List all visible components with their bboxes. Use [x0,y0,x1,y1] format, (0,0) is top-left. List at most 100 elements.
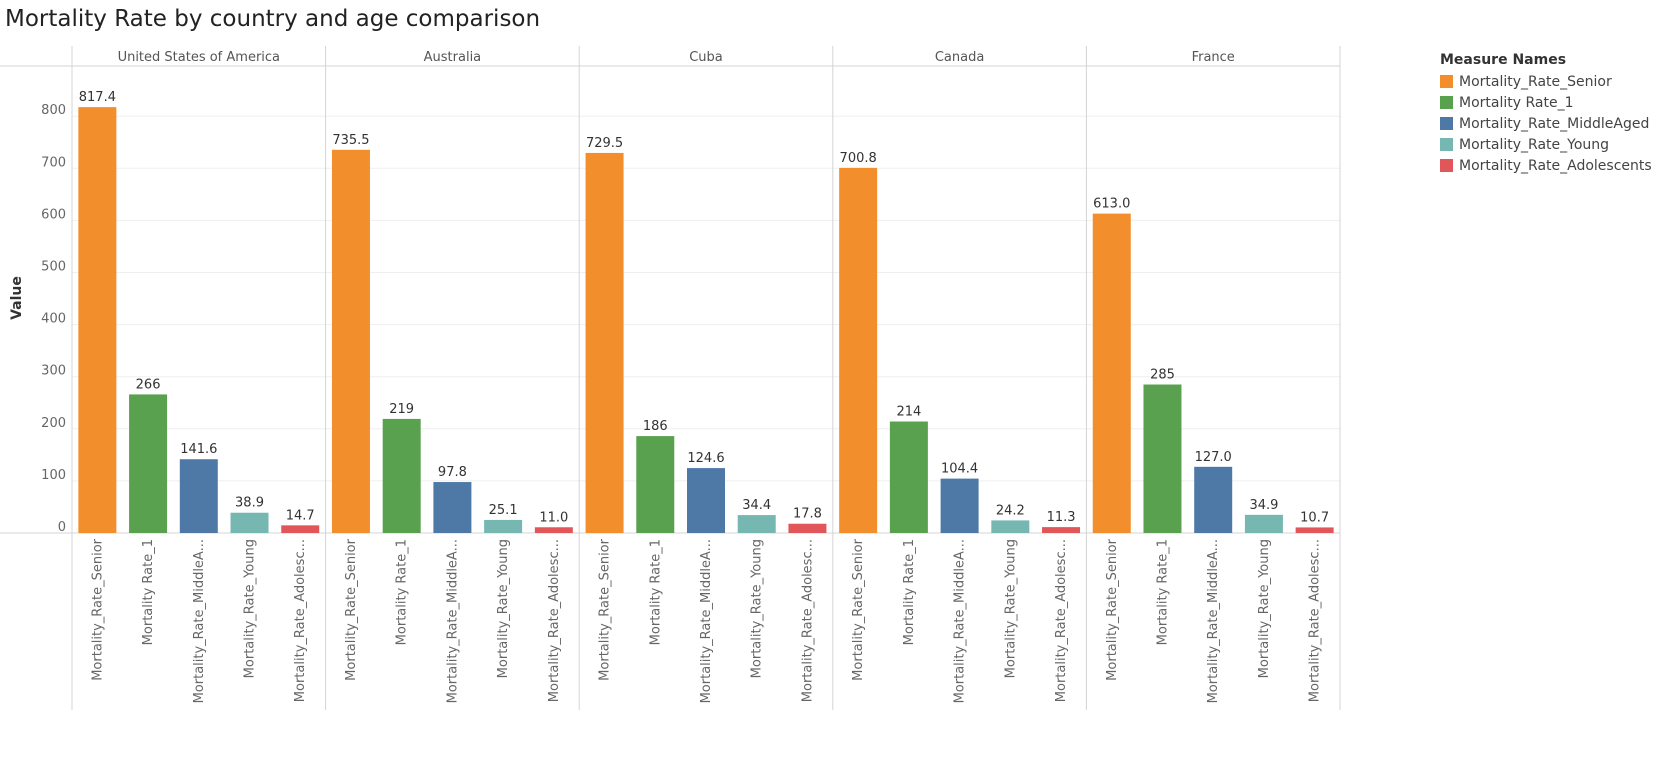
data-label: 97.8 [438,465,467,480]
data-label: 34.4 [742,498,771,513]
bar [636,436,675,533]
data-label: 219 [389,402,414,417]
x-tick-label: Mortality_Rate_Young [750,539,765,678]
x-tick-label: Mortality Rate_1 [395,539,410,645]
panel-header: Canada [935,50,984,65]
data-label: 700.8 [840,151,877,166]
bar [281,525,320,533]
legend-swatch [1440,75,1453,88]
data-label: 25.1 [489,503,518,518]
x-tick-label: Mortality Rate_1 [1155,539,1170,645]
data-label: 17.8 [793,507,822,522]
x-tick-label: Mortality_Rate_Young [496,539,511,678]
y-tick-label: 300 [41,364,66,379]
bar [585,152,624,534]
bar [1295,527,1334,533]
data-label: 24.2 [996,503,1025,518]
bar [788,523,827,533]
data-label: 10.7 [1300,510,1329,525]
x-tick-label: Mortality_Rate_MiddleA... [699,539,714,703]
y-tick-label: 600 [41,207,66,222]
legend-swatch [1440,117,1453,130]
x-tick-label: Mortality_Rate_Young [1003,539,1018,678]
data-label: 141.6 [180,442,217,457]
legend-item: Mortality_Rate_Young [1440,134,1652,155]
x-tick-label: Mortality_Rate_Adolesc... [293,539,308,702]
data-label: 266 [136,377,161,392]
bar [991,520,1030,533]
bar [839,167,878,534]
panel-header: France [1192,50,1235,65]
bar [230,512,269,533]
bar [940,478,979,533]
bar [331,149,370,533]
legend-item: Mortality_Rate_Adolescents [1440,155,1652,176]
legend-title: Measure Names [1440,52,1567,68]
y-tick-label: 800 [41,103,66,118]
bar [382,418,421,533]
data-label: 124.6 [687,451,724,466]
legend-item: Mortality Rate_1 [1440,92,1652,113]
x-tick-label: Mortality_Rate_MiddleA... [953,539,968,703]
legend-label: Mortality_Rate_Adolescents [1459,157,1652,174]
x-tick-label: Mortality_Rate_Senior [1105,538,1120,680]
panel-header: Cuba [689,50,723,65]
legend-swatch [1440,138,1453,151]
legend-label: Mortality Rate_1 [1459,94,1574,111]
data-label: 186 [643,419,668,434]
bar [179,459,218,533]
bar [433,482,472,533]
panel-header: United States of America [118,50,280,65]
y-tick-label: 400 [41,312,66,327]
data-label: 34.9 [1249,498,1278,513]
bar [1194,466,1233,533]
y-axis-label: Value [9,276,25,320]
legend-item: Mortality_Rate_Senior [1440,71,1652,92]
data-label: 285 [1150,368,1175,383]
data-label: 729.5 [586,136,623,151]
legend-label: Mortality_Rate_Young [1459,136,1610,153]
bar [1042,527,1081,533]
legend-swatch [1440,96,1453,109]
x-tick-label: Mortality_Rate_Young [243,539,258,678]
x-tick-label: Mortality_Rate_MiddleA... [445,539,460,703]
x-tick-label: Mortality_Rate_Senior [598,538,613,680]
bar [1143,384,1182,533]
faceted-bar-chart: 0 100 200 300 400 500 600 700 800 Value United Sta… [0,46,1341,710]
y-tick-label: 100 [41,468,66,483]
bar [737,515,776,533]
x-tick-label: Mortality Rate_1 [902,539,917,645]
panel-header: Australia [424,50,482,65]
data-label: 11.0 [539,510,568,525]
x-tick-label: Mortality_Rate_Senior [90,538,105,680]
x-tick-label: Mortality Rate_1 [648,539,663,645]
x-tick-label: Mortality_Rate_Adolesc... [1054,539,1069,702]
x-tick-label: Mortality_Rate_Adolesc... [1308,539,1323,702]
x-tick-label: Mortality_Rate_Senior [344,538,359,680]
bar [129,394,168,533]
data-label: 14.7 [286,508,315,523]
x-tick-label: Mortality_Rate_Senior [851,538,866,680]
legend: Measure Names Mortality_Rate_Senior Morta… [1440,52,1652,176]
legend-label: Mortality_Rate_MiddleAged [1459,115,1650,132]
legend-swatch [1440,159,1453,172]
data-label: 104.4 [941,462,978,477]
x-tick-label: Mortality_Rate_Adolesc... [547,539,562,702]
legend-label: Mortality_Rate_Senior [1459,73,1612,90]
bar [484,519,523,533]
bar [1092,213,1131,533]
y-tick-label: 0 [58,520,66,535]
bar [534,527,573,533]
data-label: 38.9 [235,496,264,511]
data-label: 613.0 [1093,197,1130,212]
chart-title: Mortality Rate by country and age compar… [5,6,541,32]
y-tick-label: 500 [41,260,66,275]
bar [687,468,725,533]
bar [78,107,117,534]
data-label: 11.3 [1047,510,1076,525]
x-tick-label: Mortality_Rate_MiddleA... [1206,539,1221,703]
y-tick-label: 200 [41,416,66,431]
bar [889,421,928,533]
data-label: 214 [896,405,921,420]
bar [1244,514,1283,533]
